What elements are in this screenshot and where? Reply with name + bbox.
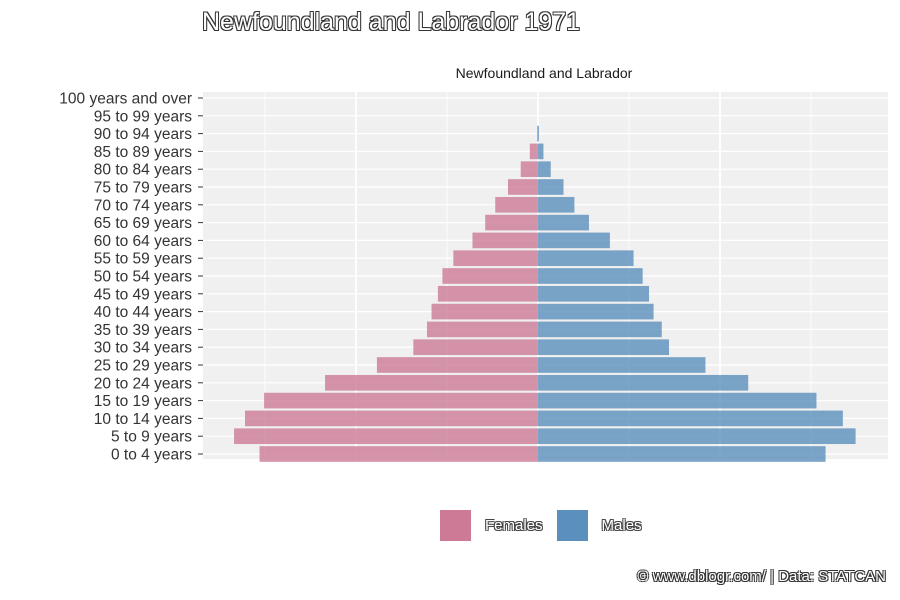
bar-females-8 xyxy=(431,303,538,320)
legend-label-females: Females xyxy=(485,517,543,534)
bar-males-13 xyxy=(538,214,589,231)
bar-males-4 xyxy=(538,374,749,391)
bar-females-14 xyxy=(495,196,538,213)
bar-males-0 xyxy=(538,446,826,462)
y-tick-label: 60 to 64 years xyxy=(94,233,192,250)
y-tick-label: 25 to 29 years xyxy=(94,358,192,375)
y-tick-label: 10 to 14 years xyxy=(94,411,192,428)
bar-males-7 xyxy=(538,321,662,338)
bar-males-3 xyxy=(538,392,817,409)
bar-females-7 xyxy=(426,321,538,338)
y-tick-label: 20 to 24 years xyxy=(94,375,192,392)
bar-males-15 xyxy=(538,179,564,195)
bar-males-14 xyxy=(538,196,575,213)
y-tick-label: 45 to 49 years xyxy=(94,286,192,303)
y-tick-label: 55 to 59 years xyxy=(94,251,192,268)
bar-females-13 xyxy=(485,214,538,231)
y-tick-label: 85 to 89 years xyxy=(94,144,192,161)
bar-females-10 xyxy=(442,268,538,284)
legend: Females Males xyxy=(440,510,656,541)
y-tick-label: 5 to 9 years xyxy=(111,429,192,446)
y-tick-label: 90 to 94 years xyxy=(94,126,192,143)
legend-label-males: Males xyxy=(601,517,642,534)
bar-males-2 xyxy=(538,410,843,427)
bar-males-11 xyxy=(538,250,634,267)
bar-females-17 xyxy=(529,143,538,160)
bar-females-15 xyxy=(507,179,538,195)
bar-females-9 xyxy=(437,285,538,302)
y-tick-label: 75 to 79 years xyxy=(94,180,192,197)
bar-females-5 xyxy=(376,357,538,373)
y-tick-label: 70 to 74 years xyxy=(94,197,192,214)
y-tick-label: 80 to 84 years xyxy=(94,162,192,179)
bar-males-12 xyxy=(538,232,610,249)
bar-males-1 xyxy=(538,428,856,445)
y-tick-label: 15 to 19 years xyxy=(94,393,192,410)
bar-females-3 xyxy=(264,392,538,409)
caption: © www.dblogr.com/ | Data: STATCAN xyxy=(637,568,886,585)
y-tick-label: 95 to 99 years xyxy=(94,108,192,125)
y-tick-label: 65 to 69 years xyxy=(94,215,192,232)
legend-item-females[interactable]: Females xyxy=(440,510,543,541)
bar-females-11 xyxy=(453,250,538,267)
bar-males-8 xyxy=(538,303,654,320)
bar-females-18 xyxy=(537,125,538,142)
bar-females-2 xyxy=(244,410,539,427)
facet-label: Newfoundland and Labrador xyxy=(456,65,633,81)
y-tick-label: 30 to 34 years xyxy=(94,340,192,357)
bar-males-18 xyxy=(538,125,539,142)
y-tick-label: 100 years and over xyxy=(59,91,192,108)
legend-swatch-females xyxy=(440,510,471,541)
bar-males-10 xyxy=(538,268,643,284)
bar-males-9 xyxy=(538,285,650,302)
y-tick-label: 50 to 54 years xyxy=(94,269,192,286)
bars xyxy=(234,125,856,462)
bar-females-4 xyxy=(325,374,538,391)
bar-females-16 xyxy=(520,161,538,178)
y-tick-label: 0 to 4 years xyxy=(111,447,192,464)
bar-females-6 xyxy=(413,339,538,356)
y-tick-label: 35 to 39 years xyxy=(94,322,192,339)
bar-males-16 xyxy=(538,161,551,178)
legend-swatch-males xyxy=(556,510,588,541)
y-tick-label: 40 to 44 years xyxy=(94,304,192,321)
bar-males-5 xyxy=(538,357,706,373)
bar-females-1 xyxy=(234,428,538,445)
chart-title: Newfoundland and Labrador 1971 xyxy=(202,8,581,36)
bar-females-12 xyxy=(472,232,538,249)
bar-males-17 xyxy=(538,143,544,160)
bar-females-0 xyxy=(259,446,538,462)
bar-males-6 xyxy=(538,339,670,356)
legend-item-males[interactable]: Males xyxy=(556,510,642,541)
